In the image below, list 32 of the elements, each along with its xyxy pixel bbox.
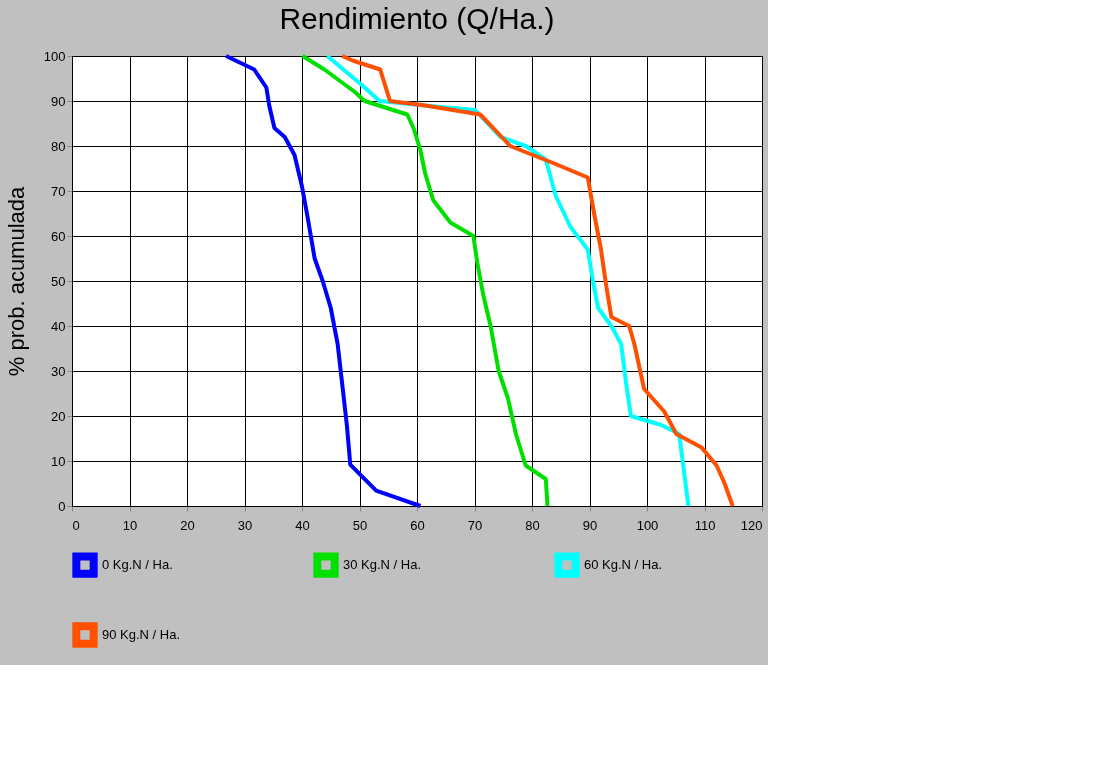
y-tick-label: 50 [51,273,66,289]
line-series [224,54,423,508]
x-tick-label: 70 [467,517,483,533]
x-tick-label: 100 [636,517,659,533]
legend-label: 60 Kg.N / Ha. [584,557,663,573]
x-tick-label: 80 [525,517,540,533]
x-tick-label: 0 [72,517,80,533]
y-tick-label: 80 [51,138,66,154]
x-tick-label: 30 [237,517,253,533]
x-tick-label: 90 [582,517,598,533]
y-tick-label: 10 [51,453,66,469]
y-tick-label: 70 [51,183,66,199]
x-tick-label: 10 [122,517,138,533]
y-tick-label: 0 [58,498,66,514]
y-tick-label: 90 [51,93,66,109]
x-tick-label: 110 [694,517,716,533]
x-tick-label: 50 [352,517,368,533]
x-tick-label: 20 [180,517,195,533]
x-tick-label: 40 [295,517,310,533]
y-tick-label: 60 [51,228,66,244]
y-tick-label: 30 [51,363,66,379]
legend-label: 90 Kg.N / Ha. [102,627,181,642]
y-axis-title: % prob. acumulada [3,185,29,377]
y-tick-label: 40 [51,318,66,334]
chart-title: Rendimiento (Q/Ha.) [279,2,555,35]
x-tick-label: 60 [410,517,425,533]
legend-label: 30 Kg.N / Ha. [343,557,422,573]
legend-label: 0 Kg.N / Ha. [102,557,173,573]
line-series [300,54,550,508]
x-tick-label: 120 [740,517,763,533]
y-tick-label: 100 [43,48,66,64]
y-tick-label: 20 [51,408,66,424]
